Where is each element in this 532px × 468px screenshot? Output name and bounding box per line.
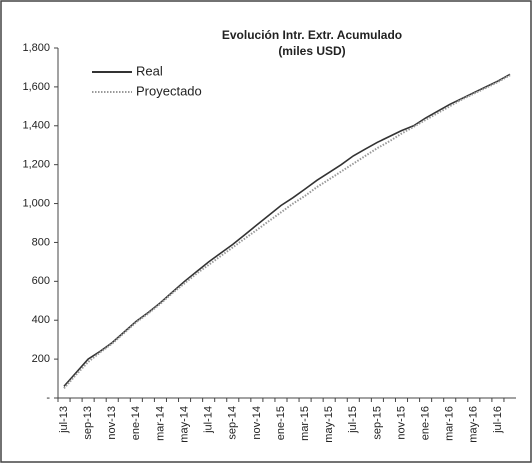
y-tick-label: 1,000 bbox=[22, 197, 50, 209]
x-tick-label: jul-15 bbox=[347, 406, 359, 434]
legend-label: Real bbox=[136, 63, 163, 78]
legend-label: Proyectado bbox=[136, 83, 202, 98]
x-tick-label: sep-14 bbox=[227, 406, 239, 440]
x-tick-label: ene-15 bbox=[275, 406, 287, 440]
x-tick-label: mar-14 bbox=[154, 406, 166, 441]
series-line bbox=[63, 74, 511, 389]
x-tick-label: mar-15 bbox=[299, 406, 311, 441]
y-tick-label: 400 bbox=[32, 314, 50, 326]
x-tick-label: nov-14 bbox=[251, 406, 263, 440]
y-tick-label: 1,400 bbox=[22, 120, 50, 132]
y-tick-label: 800 bbox=[32, 236, 50, 248]
x-tick-label: may-16 bbox=[468, 406, 480, 443]
x-tick-label: jul-16 bbox=[492, 406, 504, 434]
x-tick-label: nov-15 bbox=[395, 406, 407, 440]
y-tick-label: 200 bbox=[32, 353, 50, 365]
y-tick-label: 1,800 bbox=[22, 42, 50, 54]
y-tick-label: 1,600 bbox=[22, 81, 50, 93]
x-tick-label: sep-13 bbox=[82, 406, 94, 440]
chart-subtitle: (miles USD) bbox=[278, 44, 345, 58]
x-tick-label: ene-14 bbox=[130, 406, 142, 440]
chart-title: Evolución Intr. Extr. Acumulado bbox=[222, 28, 402, 42]
x-tick-label: may-14 bbox=[178, 406, 190, 443]
x-tick-label: may-15 bbox=[323, 406, 335, 443]
x-tick-label: nov-13 bbox=[106, 406, 118, 440]
y-tick-label: - bbox=[46, 392, 50, 404]
x-tick-label: jul-13 bbox=[58, 406, 70, 434]
y-tick-label: 1,200 bbox=[22, 159, 50, 171]
x-tick-label: sep-15 bbox=[371, 406, 383, 440]
x-tick-label: jul-14 bbox=[203, 406, 215, 434]
y-tick-label: 600 bbox=[32, 275, 50, 287]
x-tick-label: ene-16 bbox=[420, 406, 432, 440]
series-line bbox=[63, 73, 511, 387]
x-tick-label: mar-16 bbox=[444, 406, 456, 441]
